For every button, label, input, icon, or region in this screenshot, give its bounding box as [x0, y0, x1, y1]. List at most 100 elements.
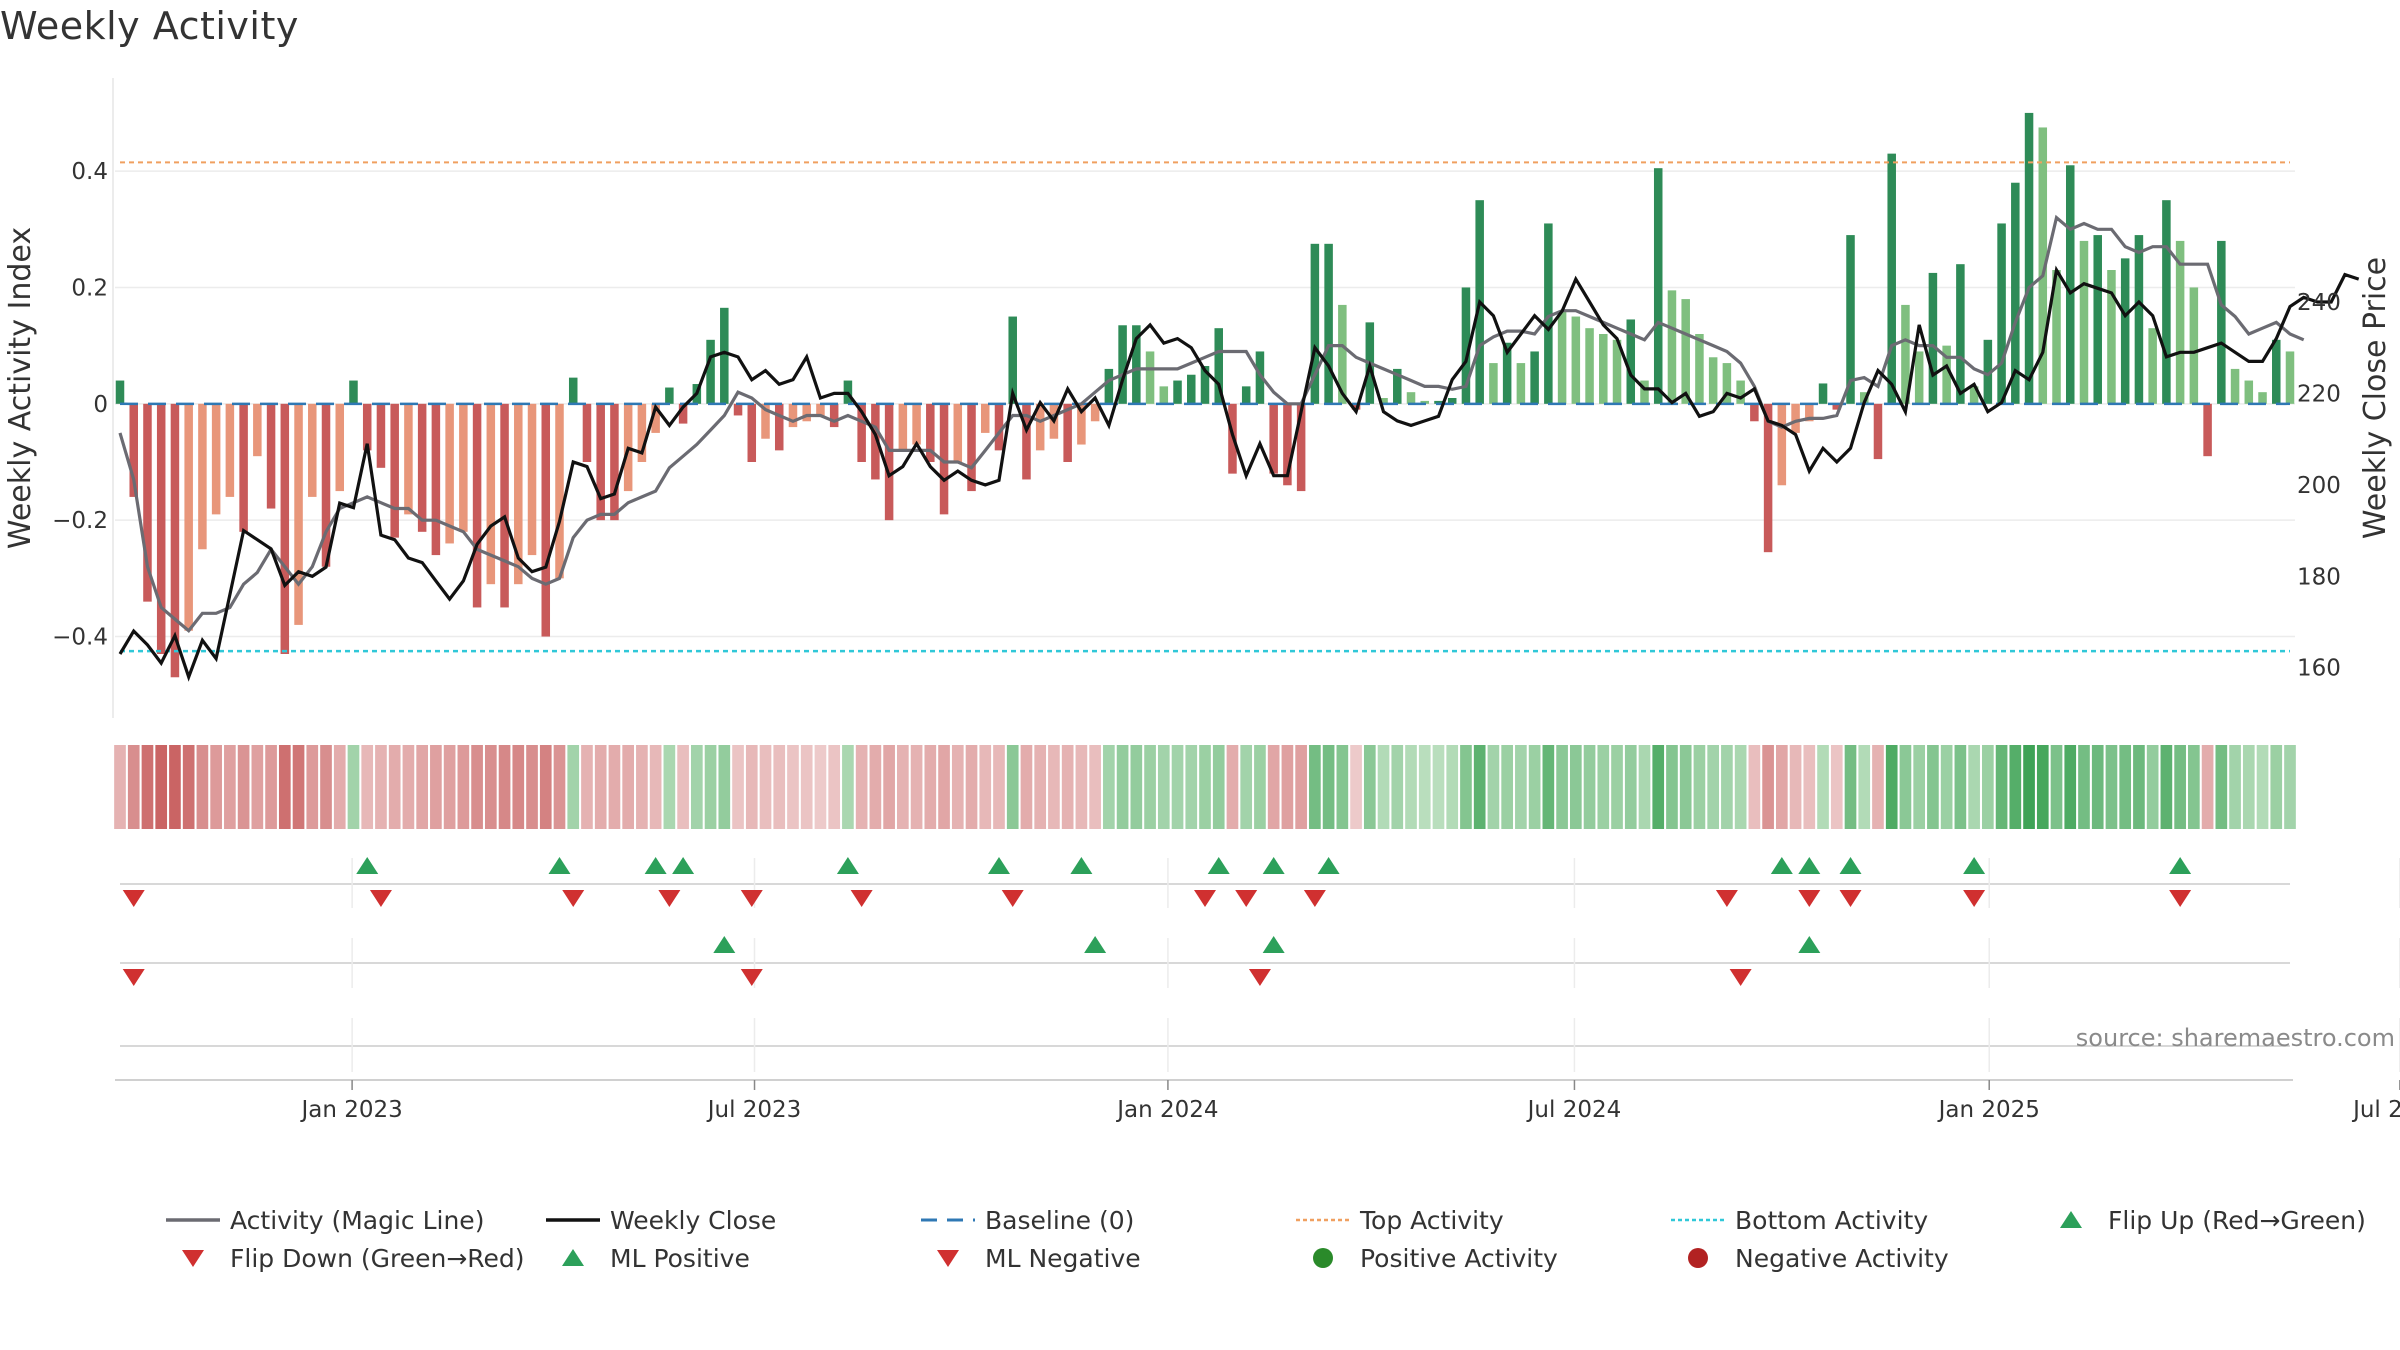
heat-strip-cell — [1707, 745, 1720, 829]
y-tick-label: 0.2 — [71, 275, 108, 301]
activity-bar — [1777, 403, 1787, 486]
activity-bar — [1818, 383, 1828, 404]
x-axis: Jan 2023 Jul 2023 Jan 2024 Jul 2024 Jan 2025… — [115, 1079, 2400, 1123]
activity-bar — [500, 403, 509, 608]
heat-strip-cell — [2270, 745, 2283, 829]
ml-positive-marker — [713, 936, 736, 953]
heat-strip-cell — [2215, 745, 2228, 829]
axes: 0.4 0.2 0 −0.2 −0.4 240 220 200 180 160 — [52, 78, 2341, 718]
activity-bar — [2120, 258, 2130, 404]
activity-bar — [2148, 328, 2157, 404]
heat-strip-cell — [663, 745, 676, 829]
activity-bar — [445, 403, 454, 544]
activity-bar — [788, 403, 798, 428]
heat-strip-cell — [1528, 745, 1541, 829]
activity-bar — [1585, 328, 1594, 404]
x-tick-label: Jul 2023 — [706, 1097, 802, 1123]
activity-bar — [1200, 366, 1210, 404]
activity-bar — [2258, 392, 2267, 404]
activity-bar — [1241, 386, 1251, 404]
heat-strip-cell — [1405, 745, 1417, 829]
y-axis-label: Weekly Activity Index — [3, 227, 38, 549]
heat-strip-cell — [1858, 745, 1871, 829]
activity-bar — [2162, 200, 2171, 404]
heat-strip-cell — [1103, 745, 1115, 829]
heat-strip-cell — [1130, 745, 1143, 829]
activity-bar — [308, 403, 317, 497]
flip-up-marker — [644, 857, 667, 874]
activity-bar — [953, 403, 963, 462]
chart-title: Weekly Activity — [0, 4, 299, 48]
legend-item: Baseline (0) — [915, 1205, 1134, 1235]
activity-bar — [1434, 400, 1443, 404]
activity-bar — [1736, 380, 1745, 404]
heat-strip-cell — [1556, 745, 1568, 829]
heat-strip-cell — [2105, 745, 2118, 829]
legend-swatch — [1688, 1248, 1708, 1268]
activity-bar — [884, 403, 894, 521]
heat-strip-cell — [1418, 745, 1431, 829]
activity-bar — [1901, 304, 1910, 404]
activity-bar — [912, 403, 921, 445]
activity-bar — [156, 403, 166, 654]
legend-label: Baseline (0) — [985, 1205, 1135, 1235]
legend-item: ML Positive — [540, 1243, 750, 1273]
heat-strip-cell — [347, 745, 360, 829]
heat-strip-cell — [1597, 745, 1610, 829]
activity-bar — [541, 403, 551, 637]
heat-strip-cell — [1391, 745, 1404, 829]
heat-strip-cell — [1281, 745, 1294, 829]
heat-strip-cell — [512, 745, 525, 829]
heat-strip-cell — [1267, 745, 1280, 829]
activity-bar — [294, 403, 303, 625]
flip-up-marker — [836, 857, 859, 874]
legend-item: Weekly Close — [540, 1205, 776, 1235]
flip-down-marker — [1963, 890, 1986, 907]
flip-up-marker — [987, 857, 1010, 874]
heat-strip-cell — [608, 745, 621, 829]
ml-markers-panel — [120, 936, 2400, 988]
legend-swatch — [2060, 1211, 2082, 1228]
activity-bar — [1447, 398, 1457, 404]
flip-down-marker — [1839, 890, 1862, 907]
heat-strip-cell — [2050, 745, 2063, 829]
x-tick-label: Jul 2025 — [2351, 1097, 2400, 1123]
heat-strip-cell — [1144, 745, 1156, 829]
activity-bar — [198, 403, 207, 550]
flip-down-marker — [1194, 890, 1216, 907]
heat-strip-cell — [251, 745, 264, 829]
activity-bar — [1104, 368, 1114, 404]
ml-positive-marker — [1084, 936, 1107, 953]
activity-bar — [1022, 403, 1031, 480]
heat-strip-cell — [2284, 745, 2296, 829]
heat-strip-cell — [951, 745, 964, 829]
activity-bar — [1008, 316, 1017, 404]
heat-strip-cell — [127, 745, 140, 829]
flip-down-marker — [850, 890, 873, 907]
heat-strip-cell — [1061, 745, 1074, 829]
heat-strip-cell — [1721, 745, 1733, 829]
ml-negative-marker — [1248, 969, 1271, 986]
activity-bar — [1887, 153, 1896, 404]
heat-strip-cell — [1734, 745, 1747, 829]
heat-strip-cell — [690, 745, 703, 829]
heat-strip-cell — [361, 745, 374, 829]
flip-up-marker — [1839, 857, 1862, 874]
activity-bar — [129, 403, 138, 497]
activity-bar — [1791, 403, 1800, 433]
legend-label: Negative Activity — [1735, 1243, 1949, 1273]
flip-down-marker — [740, 890, 763, 907]
activity-bar — [390, 403, 399, 538]
heat-strip-cell — [169, 745, 181, 829]
heat-strip-cell — [869, 745, 882, 829]
heat-strip-cell — [2256, 745, 2269, 829]
activity-bar — [1544, 223, 1553, 404]
legend-label: ML Positive — [610, 1243, 750, 1273]
heat-strip-cell — [2023, 745, 2035, 829]
heat-strip-cell — [1157, 745, 1170, 829]
heat-strip-cell — [2146, 745, 2159, 829]
empty-panel — [120, 1018, 2400, 1072]
activity-bar — [1667, 290, 1677, 404]
flip-down-marker — [369, 890, 392, 907]
activity-bar — [967, 403, 976, 492]
